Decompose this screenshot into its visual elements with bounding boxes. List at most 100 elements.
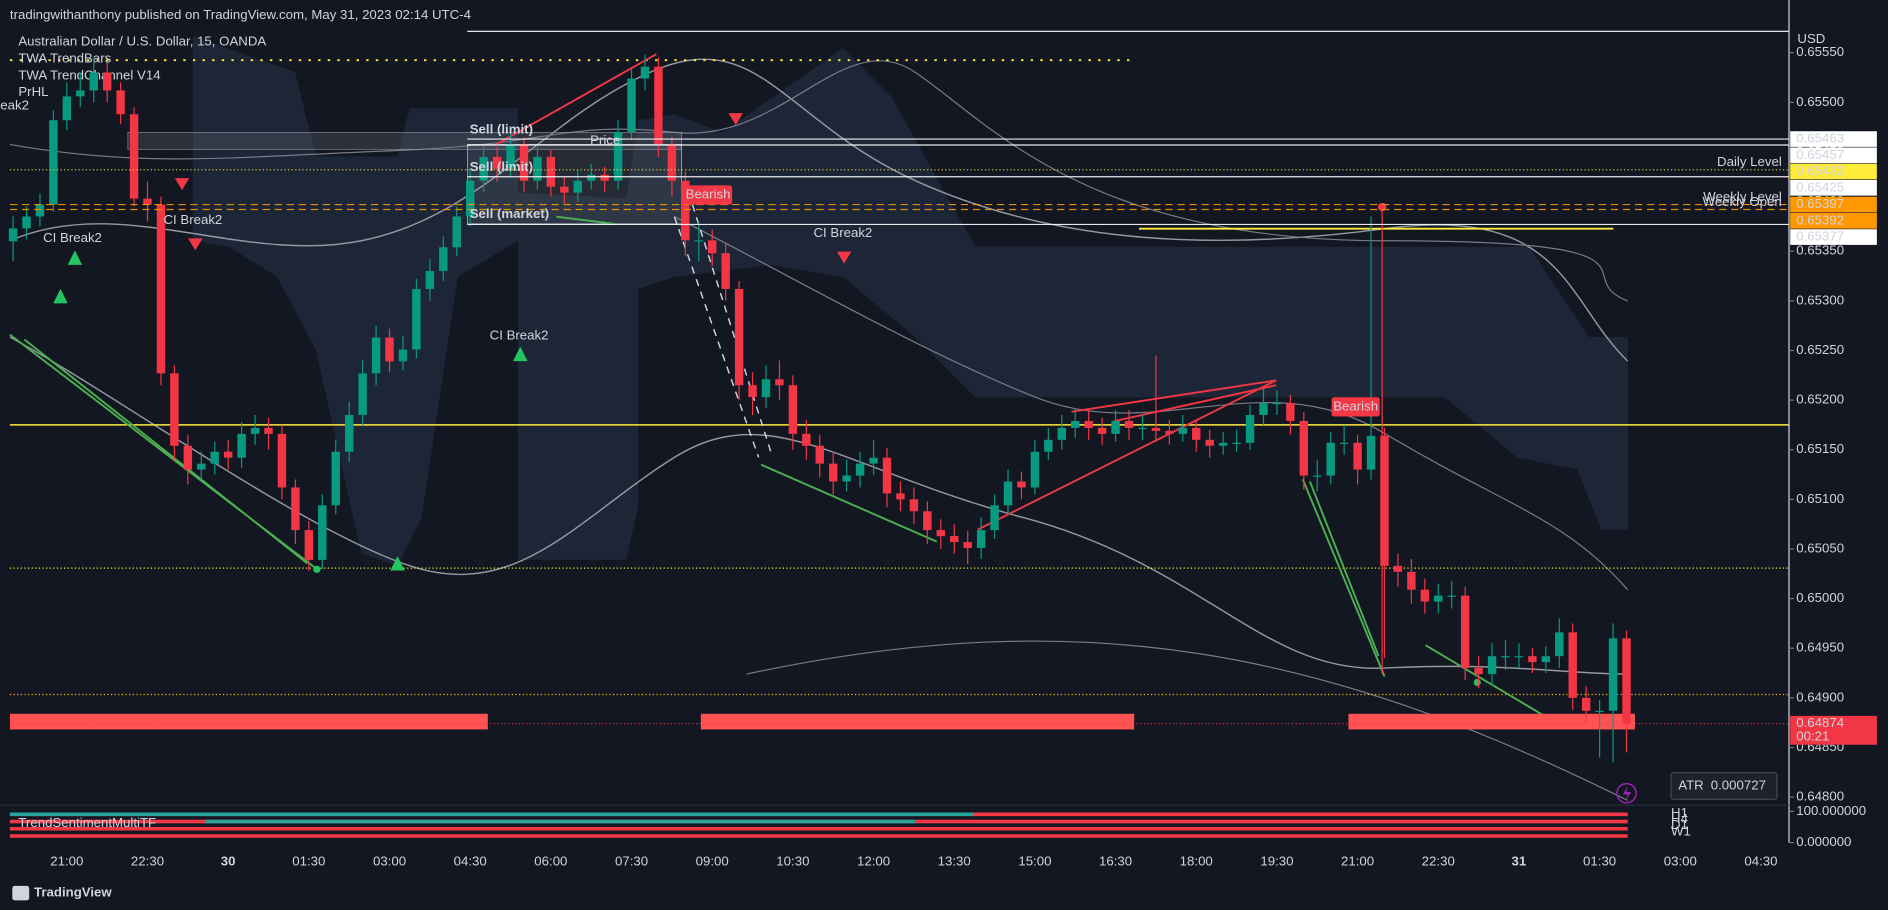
candle-body (1286, 403, 1295, 421)
candle-body (143, 198, 152, 205)
price-label: 0.65392 (1796, 212, 1844, 227)
candle-body (1097, 427, 1107, 434)
price-label: 0.65397 (1796, 196, 1844, 211)
trend-line-red (495, 53, 1277, 531)
candle-body (1138, 427, 1147, 430)
candle-body (734, 288, 744, 386)
candle-body (304, 530, 314, 560)
band-lower-outer (746, 640, 1628, 802)
brand: TradingView (34, 885, 112, 900)
y-tick-label: 0.65250 (1796, 342, 1844, 357)
candle-body (1192, 427, 1201, 440)
annotation: Bearish (686, 187, 731, 202)
candle-body (1245, 414, 1255, 443)
candle-body (546, 156, 556, 187)
candle-body (210, 451, 219, 464)
x-tick-label: 21:00 (1341, 853, 1374, 868)
candle-body (89, 72, 98, 91)
candle-body (35, 204, 45, 217)
candle-body (654, 66, 663, 145)
brand-logo (12, 885, 30, 901)
candle-body (291, 487, 300, 531)
candle-body (76, 90, 85, 97)
decor (0, 0, 1790, 901)
price-label-box (1790, 196, 1877, 213)
candle-body (882, 457, 892, 494)
candle-body (640, 66, 650, 79)
x-tick-label: 30 (221, 853, 236, 868)
candle-body (1434, 595, 1443, 602)
price-label: 0.65377 (1796, 229, 1844, 244)
candle-body (1420, 589, 1430, 602)
candle-body (802, 433, 811, 446)
candle-body (950, 536, 959, 543)
candle-body (586, 174, 596, 181)
candle-body (909, 499, 919, 512)
signal-bar (700, 713, 1135, 730)
candle-body (129, 114, 139, 199)
pivot-dot (1473, 678, 1481, 687)
candle-body (344, 414, 354, 452)
x-tick-label: 04:30 (454, 853, 487, 868)
y-tick-label: 0.64900 (1796, 689, 1844, 704)
candle-body (855, 463, 865, 476)
band-upper-outer (9, 60, 1628, 302)
candle-body (1460, 595, 1470, 669)
candle-body (1555, 632, 1564, 657)
candle-body (708, 240, 717, 254)
candle-body (264, 427, 273, 434)
candle-body (183, 445, 193, 470)
band-lower (9, 336, 1628, 675)
x-tick-label: 01:30 (1583, 853, 1616, 868)
annotation: CI Break2 (813, 225, 872, 240)
candle-body (694, 240, 703, 242)
candle-body (1272, 403, 1282, 405)
candle-body (412, 288, 421, 350)
candle-body (49, 120, 58, 205)
candle-body (1124, 420, 1134, 428)
y-tick-label: 0.65000 (1796, 590, 1844, 605)
candle-body (775, 379, 784, 386)
level-name: Daily Level (1717, 154, 1782, 169)
sentiment-row (9, 834, 1628, 838)
y-tick-label: 0.64950 (1796, 640, 1844, 655)
candle-body (1232, 442, 1241, 444)
candle-body (465, 180, 475, 217)
candle-body (1299, 420, 1309, 476)
x-tick-label: 16:30 (1099, 853, 1132, 868)
candle-body (1541, 656, 1551, 663)
candle-body (1393, 565, 1403, 572)
candle-body (479, 156, 488, 181)
annotation: Price (590, 132, 620, 147)
indicator: TWA TrendBars (18, 50, 111, 65)
candle-body (681, 180, 690, 241)
candle-body (237, 433, 246, 458)
x-tick-label: 31 (1512, 853, 1527, 868)
candle-body (1474, 668, 1483, 675)
pane-name: TrendSentimentMultiTF (18, 815, 156, 830)
x-tick-label: 18:00 (1180, 853, 1213, 868)
timeframe-label: H1 (1671, 805, 1688, 820)
indicator: PrHL (18, 84, 48, 99)
candle-body (425, 271, 435, 289)
candle-body (62, 96, 72, 121)
y-tick-label: 0.65100 (1796, 491, 1844, 506)
timeframe-label: W1 (1671, 823, 1691, 838)
candle-body (223, 451, 233, 458)
candle-body (923, 511, 932, 531)
publisher: tradingwithanthony published on TradingV… (10, 7, 471, 22)
candle-body (331, 451, 340, 506)
y-tick-label: 0.64800 (1796, 789, 1844, 804)
annotation: Sell (limit) (470, 121, 533, 136)
candle-body (1501, 656, 1510, 658)
candle-body (963, 542, 972, 548)
timeframe-label: H4 (1671, 811, 1688, 826)
candle-body (1017, 481, 1026, 488)
alert-icon[interactable] (1616, 782, 1637, 804)
candle-body (560, 186, 569, 193)
x-tick-label: 06:00 (534, 853, 567, 868)
signal-bar (1348, 713, 1635, 730)
sentiment-strip (9, 812, 1628, 838)
candle-body (869, 457, 878, 464)
